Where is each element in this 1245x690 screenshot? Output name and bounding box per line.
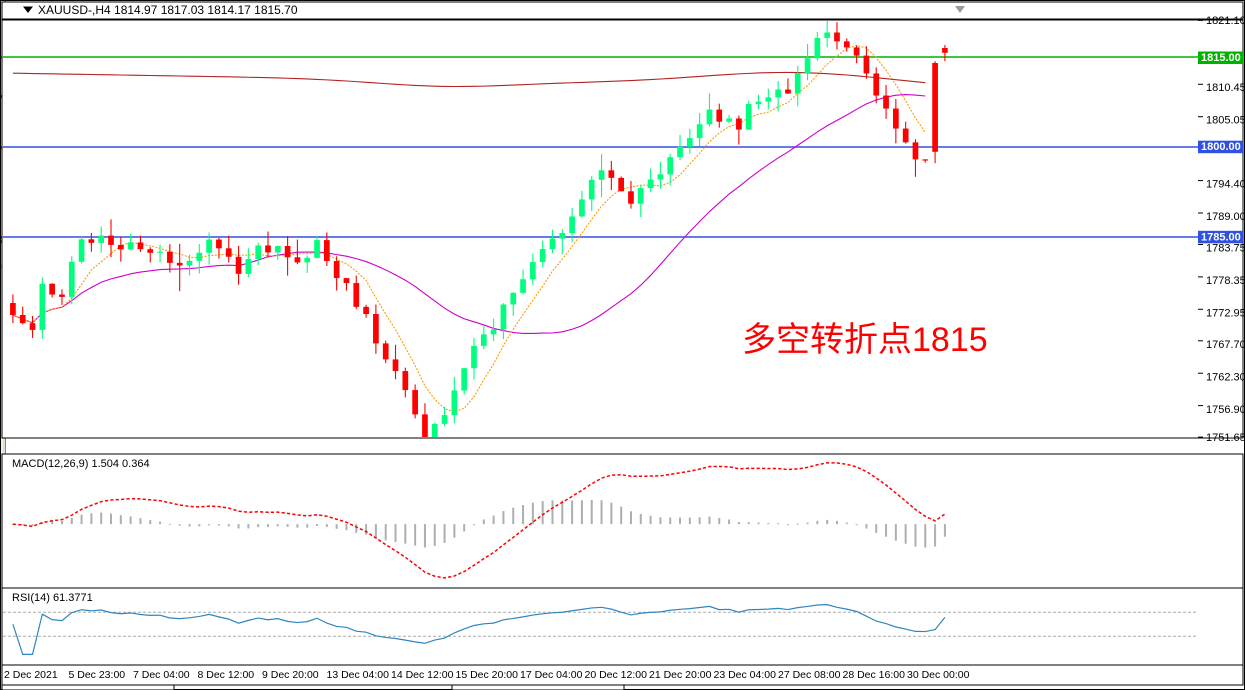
svg-text:23 Dec 04:00: 23 Dec 04:00: [714, 669, 777, 681]
svg-text:14 Dec 12:00: 14 Dec 12:00: [391, 669, 454, 681]
svg-text:21 Dec 20:00: 21 Dec 20:00: [649, 669, 712, 681]
svg-text:17 Dec 04:00: 17 Dec 04:00: [520, 669, 583, 681]
svg-text:XAUUSD-,H4 1814.97 1817.03 1: XAUUSD-,H4 1814.97 1817.03 1814.17 1815.…: [38, 3, 298, 17]
svg-text:5 Dec 23:00: 5 Dec 23:00: [69, 669, 126, 681]
svg-text:1805.05: 1805.05: [1206, 115, 1245, 127]
svg-text:1810.45: 1810.45: [1206, 82, 1245, 94]
svg-text:1751.65: 1751.65: [1206, 432, 1245, 444]
svg-text:1767.70: 1767.70: [1206, 339, 1245, 351]
svg-text:1772.95: 1772.95: [1206, 308, 1245, 320]
svg-text:1778.35: 1778.35: [1206, 275, 1245, 287]
svg-text:2 Dec 2021: 2 Dec 2021: [4, 669, 58, 681]
svg-text:15 Dec 20:00: 15 Dec 20:00: [456, 669, 519, 681]
svg-text:1789.00: 1789.00: [1206, 211, 1245, 223]
svg-text:1794.40: 1794.40: [1206, 179, 1245, 191]
svg-text:1821.10: 1821.10: [1206, 15, 1245, 27]
svg-text:1815.00: 1815.00: [1201, 52, 1241, 64]
svg-text:多空转折点1815: 多空转折点1815: [742, 321, 988, 359]
svg-text:9 Dec 20:00: 9 Dec 20:00: [262, 669, 319, 681]
svg-text:8 Dec 12:00: 8 Dec 12:00: [198, 669, 255, 681]
svg-text:27 Dec 08:00: 27 Dec 08:00: [778, 669, 841, 681]
svg-text:1800.00: 1800.00: [1201, 141, 1241, 153]
svg-text:1756.90: 1756.90: [1206, 404, 1245, 416]
svg-text:1762.30: 1762.30: [1206, 372, 1245, 384]
svg-text:MACD(12,26,9) 1.504 0.364: MACD(12,26,9) 1.504 0.364: [12, 458, 150, 470]
svg-text:20 Dec 12:00: 20 Dec 12:00: [585, 669, 648, 681]
svg-text:7 Dec 04:00: 7 Dec 04:00: [133, 669, 190, 681]
svg-text:28 Dec 16:00: 28 Dec 16:00: [843, 669, 906, 681]
svg-text:13 Dec 04:00: 13 Dec 04:00: [327, 669, 390, 681]
svg-text:RSI(14) 61.3771: RSI(14) 61.3771: [12, 592, 93, 604]
svg-text:1785.00: 1785.00: [1201, 231, 1241, 243]
svg-text:30 Dec 00:00: 30 Dec 00:00: [907, 669, 970, 681]
svg-text:1783.75: 1783.75: [1206, 243, 1245, 255]
